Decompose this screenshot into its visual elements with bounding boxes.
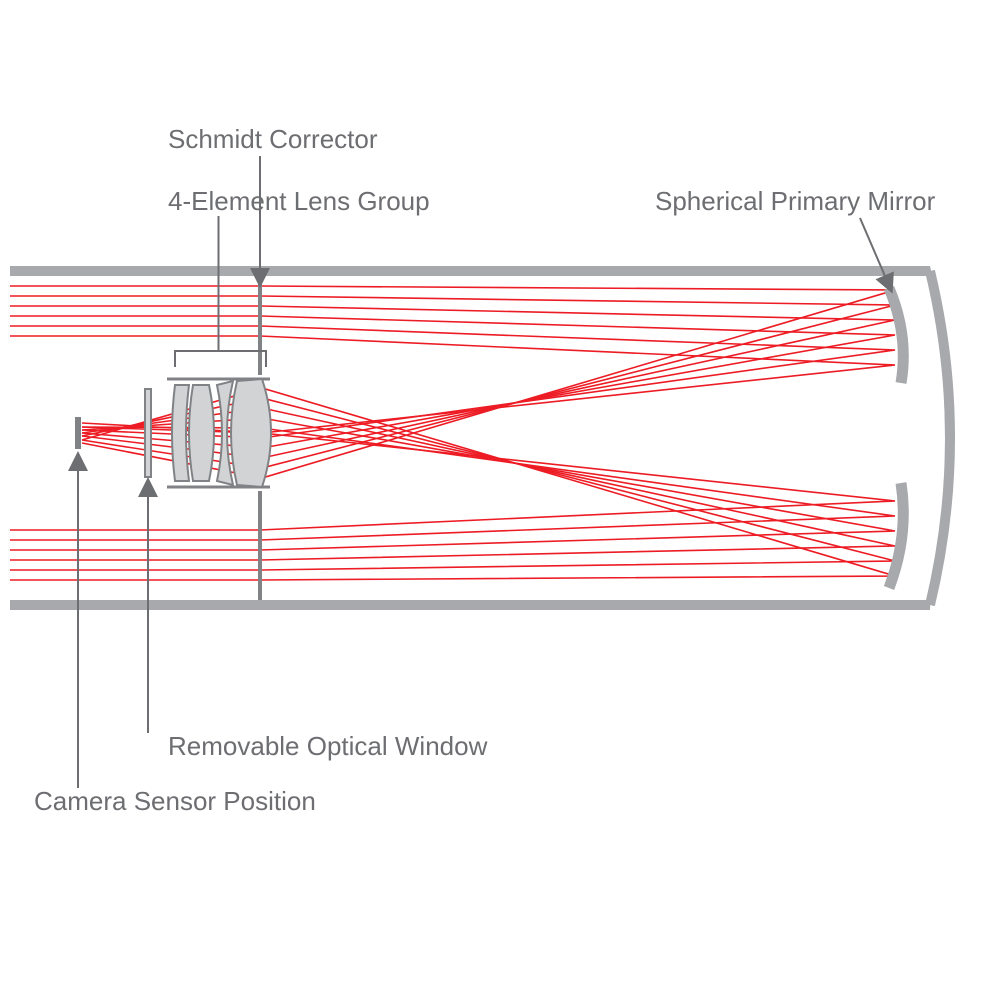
label-mirror: Spherical Primary Mirror — [655, 186, 936, 216]
light-rays — [10, 286, 895, 580]
label-lens_group: 4-Element Lens Group — [168, 186, 430, 216]
label-schmidt: Schmidt Corrector — [168, 124, 378, 154]
label-sensor: Camera Sensor Position — [34, 786, 316, 816]
label-window: Removable Optical Window — [168, 731, 488, 761]
optical-diagram: Schmidt Corrector 4-Element Lens Group Sph… — [0, 0, 998, 998]
labels: Schmidt Corrector 4-Element Lens Group Sph… — [34, 124, 936, 816]
